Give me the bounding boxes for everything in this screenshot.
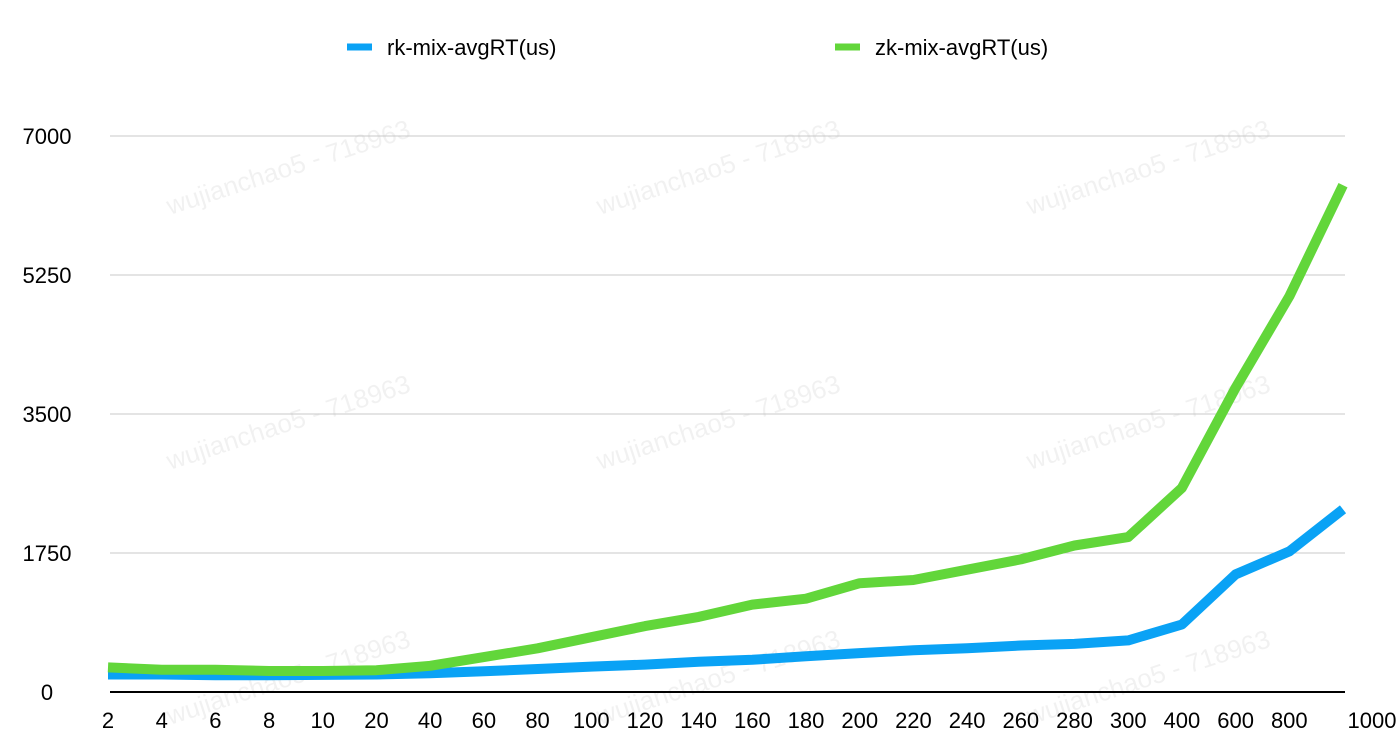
x-tick-label: 160 — [734, 708, 771, 733]
x-tick-label: 140 — [680, 708, 717, 733]
x-tick-label: 120 — [627, 708, 664, 733]
x-tick-label: 6 — [209, 708, 221, 733]
watermark-text: wujianchao5 - 718963 — [1022, 114, 1274, 221]
x-tick-label: 40 — [418, 708, 442, 733]
x-tick-label: 10 — [311, 708, 335, 733]
y-axis: 0 1750 3500 5250 7000 — [23, 124, 72, 705]
x-tick-label: 260 — [1002, 708, 1039, 733]
legend: rk-mix-avgRT(us) zk-mix-avgRT(us) — [347, 35, 1048, 60]
watermark-text: wujianchao5 - 718963 — [162, 369, 414, 476]
watermark-text: wujianchao5 - 718963 — [162, 114, 414, 221]
watermark-text: wujianchao5 - 718963 — [592, 114, 844, 221]
x-axis: 2 4 6 8 10 20 40 60 80 100 120 140 160 180 200 220 240 26… — [102, 708, 1396, 733]
x-tick-label: 80 — [525, 708, 549, 733]
gridlines — [110, 135, 1345, 693]
x-tick-label: 4 — [156, 708, 168, 733]
y-tick-label: 5250 — [23, 263, 72, 288]
x-tick-label: 400 — [1164, 708, 1201, 733]
series-line-2 — [107, 183, 1348, 676]
series-line-1 — [108, 505, 1347, 681]
y-tick-label: 0 — [41, 680, 53, 705]
x-tick-label: 180 — [788, 708, 825, 733]
y-tick-label: 1750 — [23, 541, 72, 566]
legend-label: rk-mix-avgRT(us) — [387, 35, 556, 60]
legend-label: zk-mix-avgRT(us) — [875, 35, 1048, 60]
y-tick-label: 3500 — [23, 402, 72, 427]
watermark-text: wujianchao5 - 718963 — [592, 369, 844, 476]
x-tick-label: 800 — [1271, 708, 1308, 733]
x-tick-label: 240 — [949, 708, 986, 733]
x-tick-label: 600 — [1217, 708, 1254, 733]
y-tick-label: 7000 — [23, 124, 72, 149]
x-tick-label: 280 — [1056, 708, 1093, 733]
series-layer — [107, 183, 1348, 681]
x-tick-label: 1000 — [1348, 708, 1396, 733]
x-tick-label: 200 — [841, 708, 878, 733]
x-tick-label: 60 — [472, 708, 496, 733]
x-tick-label: 2 — [102, 708, 114, 733]
x-tick-label: 300 — [1110, 708, 1147, 733]
x-tick-label: 20 — [364, 708, 388, 733]
x-tick-label: 220 — [895, 708, 932, 733]
x-tick-label: 100 — [573, 708, 610, 733]
x-tick-label: 8 — [263, 708, 275, 733]
